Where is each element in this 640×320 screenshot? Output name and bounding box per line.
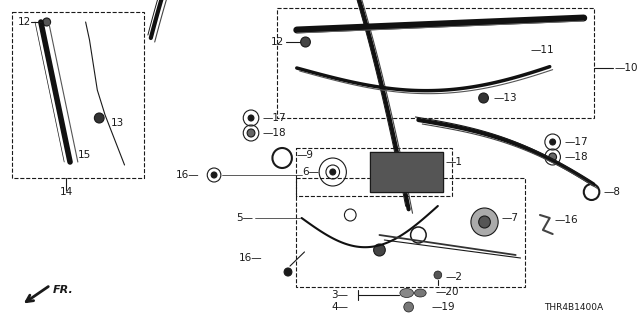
Circle shape (479, 93, 488, 103)
Text: —16: —16 (555, 215, 578, 225)
Circle shape (411, 227, 426, 243)
Text: —11: —11 (531, 45, 554, 55)
Text: —8: —8 (604, 187, 620, 197)
Circle shape (211, 172, 217, 178)
Bar (12, 12, 144, 178)
Text: —1: —1 (445, 157, 463, 167)
Text: —13: —13 (493, 93, 517, 103)
Circle shape (550, 139, 556, 145)
Bar (296, 148, 452, 196)
Text: —20: —20 (436, 287, 460, 297)
Circle shape (434, 271, 442, 279)
Polygon shape (370, 152, 443, 192)
Circle shape (284, 268, 292, 276)
Text: —17: —17 (564, 137, 588, 147)
Text: FR.: FR. (52, 285, 74, 295)
Circle shape (247, 129, 255, 137)
Text: 13: 13 (111, 118, 124, 128)
Circle shape (471, 208, 498, 236)
Circle shape (404, 302, 413, 312)
Text: THR4B1400A: THR4B1400A (544, 303, 604, 312)
Text: —9: —9 (297, 150, 314, 160)
Circle shape (273, 148, 292, 168)
Circle shape (94, 113, 104, 123)
Circle shape (248, 115, 254, 121)
Text: 4—: 4— (332, 302, 348, 312)
Text: 12: 12 (17, 17, 31, 27)
Circle shape (584, 184, 599, 200)
Bar (277, 8, 593, 118)
Text: —2: —2 (445, 272, 463, 282)
Circle shape (43, 18, 51, 26)
Text: 16—: 16— (176, 170, 200, 180)
Circle shape (374, 244, 385, 256)
Text: —10: —10 (615, 63, 639, 73)
Text: —17: —17 (262, 113, 286, 123)
Text: 3—: 3— (332, 290, 348, 300)
Circle shape (479, 216, 490, 228)
Text: 16—: 16— (239, 253, 262, 263)
Circle shape (330, 169, 335, 175)
Ellipse shape (415, 289, 426, 297)
Text: —7: —7 (501, 213, 518, 223)
Bar (296, 178, 525, 287)
Text: 15: 15 (78, 150, 91, 160)
Circle shape (548, 153, 557, 161)
Ellipse shape (400, 289, 413, 298)
Text: 6—: 6— (302, 167, 319, 177)
Text: —19: —19 (431, 302, 454, 312)
Text: 14: 14 (60, 187, 73, 197)
Text: 12: 12 (271, 37, 284, 47)
Text: —18: —18 (564, 152, 588, 162)
Text: —18: —18 (262, 128, 286, 138)
Circle shape (301, 37, 310, 47)
Circle shape (344, 209, 356, 221)
Text: 5—: 5— (236, 213, 253, 223)
